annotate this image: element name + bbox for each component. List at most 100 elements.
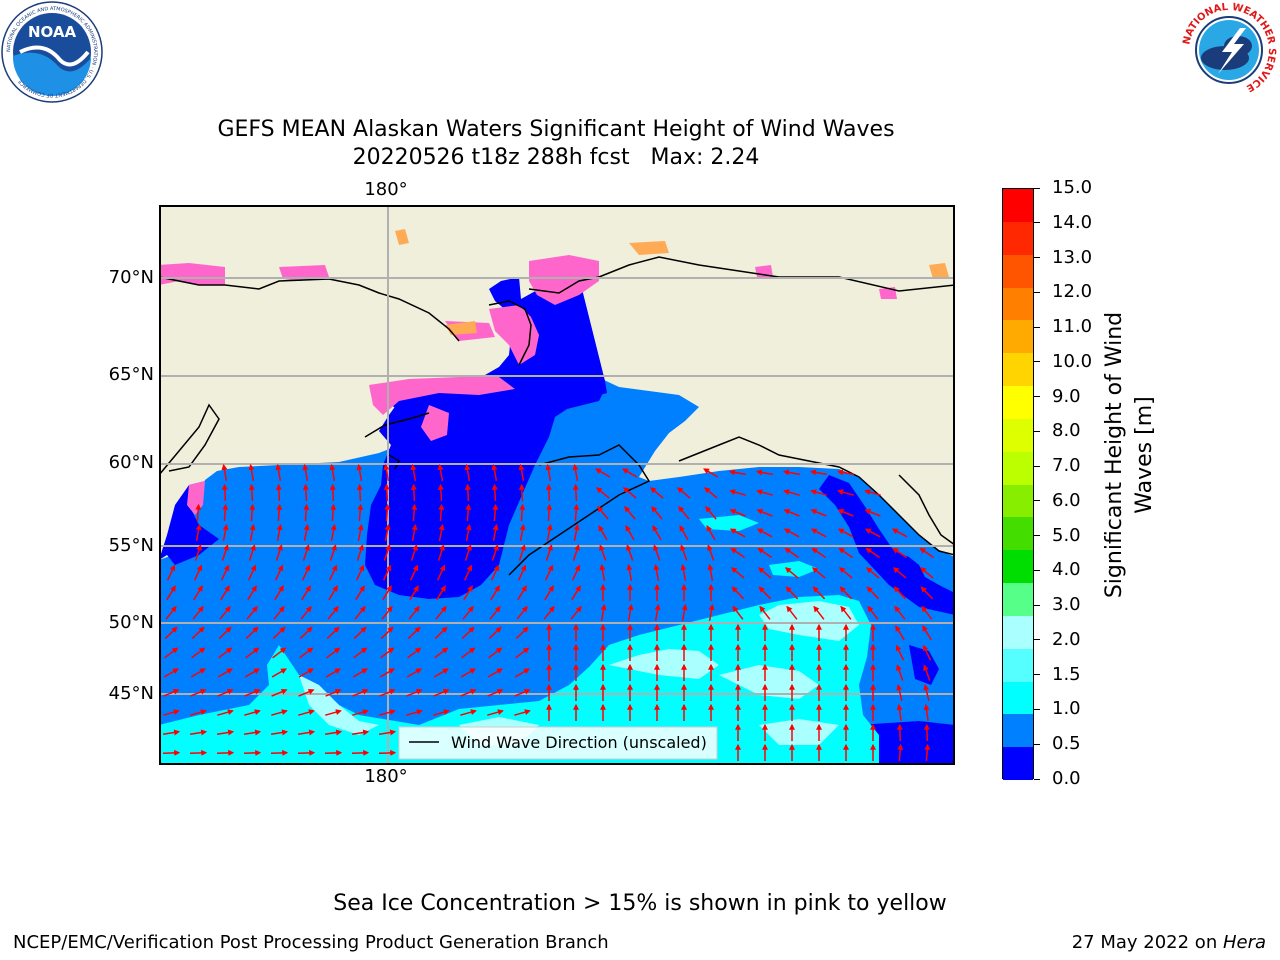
- colorbar-tick-mark: [1034, 569, 1040, 571]
- wave-direction-arrow: [355, 564, 365, 581]
- wave-direction-arrow: [518, 483, 525, 502]
- wave-direction-arrow: [325, 688, 342, 697]
- map-legend: Wind Wave Direction (unscaled): [398, 726, 718, 760]
- wave-direction-arrow: [409, 564, 419, 581]
- colorbar-tick-mark: [1034, 778, 1040, 780]
- lon-label-bottom: 180°: [364, 766, 408, 787]
- wave-direction-arrow: [838, 567, 853, 579]
- wave-direction-arrow: [438, 523, 445, 542]
- wave-direction-arrow: [517, 585, 527, 601]
- wave-direction-arrow: [193, 585, 203, 601]
- wave-direction-arrow: [837, 528, 854, 538]
- colorbar-tick-label: 15.0: [1052, 177, 1093, 198]
- wave-direction-arrow: [217, 688, 234, 697]
- colorbar-tick-label: 10.0: [1052, 350, 1093, 372]
- wave-direction-arrow: [626, 563, 633, 582]
- lat-label-60n: 60°N: [108, 452, 154, 473]
- wave-direction-arrow: [406, 709, 423, 716]
- wave-direction-arrow: [866, 586, 880, 600]
- wave-direction-arrow: [460, 668, 476, 678]
- wave-direction-arrow: [783, 509, 800, 517]
- light-cyan-wave-area: [299, 601, 859, 745]
- wave-direction-arrow: [190, 668, 206, 678]
- wave-direction-arrow: [729, 489, 746, 496]
- wave-direction-arrow: [381, 605, 393, 620]
- wave-direction-arrow: [352, 668, 368, 678]
- wave-direction-arrow: [378, 729, 397, 736]
- colorbar-tick-mark: [1034, 604, 1040, 606]
- wave-direction-arrow: [300, 605, 312, 620]
- wave-direction-arrow: [383, 463, 390, 482]
- wave-direction-arrow: [491, 544, 499, 561]
- wave-direction-arrow: [217, 668, 233, 678]
- wave-direction-arrow: [681, 603, 688, 622]
- wave-direction-arrow: [729, 509, 746, 517]
- wave-direction-arrow: [460, 688, 477, 697]
- lat-label-50n: 50°N: [108, 612, 154, 633]
- wave-direction-arrow: [624, 505, 636, 520]
- wave-direction-arrow: [356, 544, 364, 561]
- wave-direction-arrow: [274, 564, 284, 581]
- wave-direction-arrow: [732, 605, 744, 620]
- wave-direction-arrow: [353, 626, 367, 640]
- wave-direction-arrow: [487, 709, 504, 716]
- wave-direction-arrow: [813, 605, 825, 620]
- wave-direction-arrow: [382, 585, 392, 601]
- wave-direction-arrow: [164, 626, 178, 640]
- wave-direction-arrow: [570, 605, 582, 620]
- wave-direction-arrow: [329, 544, 337, 561]
- colorbar-tick-mark: [1034, 187, 1040, 189]
- wave-direction-arrow: [891, 528, 908, 538]
- wave-direction-arrow: [166, 564, 176, 581]
- wave-direction-arrow: [272, 647, 287, 659]
- wave-direction-arrow: [384, 503, 391, 522]
- wave-direction-arrow: [518, 544, 526, 561]
- wave-direction-arrow: [328, 564, 338, 581]
- lat-label-55n: 55°N: [108, 535, 154, 556]
- wave-direction-arrow: [837, 509, 854, 517]
- wave-direction-arrow: [379, 668, 395, 678]
- colorbar-tick-label: 6.0: [1052, 489, 1081, 511]
- wave-direction-arrow: [460, 709, 477, 716]
- wave-direction-arrow: [599, 563, 606, 582]
- wave-direction-arrow: [275, 463, 282, 482]
- wave-direction-arrow: [756, 509, 773, 517]
- colorbar-tick-label: 11.0: [1052, 316, 1093, 338]
- lat-label-45n: 45°N: [108, 683, 154, 704]
- wave-direction-arrow: [302, 463, 309, 482]
- gulf-deep-area: [819, 475, 954, 615]
- wave-direction-arrow: [194, 544, 202, 561]
- wave-direction-arrow: [922, 625, 932, 641]
- colorbar-tick-mark: [1034, 639, 1040, 641]
- wave-direction-arrow: [244, 688, 261, 697]
- wave-direction-arrow: [892, 547, 908, 559]
- wave-direction-arrow: [270, 729, 289, 736]
- colorbar-segment: [1003, 254, 1033, 288]
- wave-direction-arrow: [220, 585, 230, 601]
- wave-direction-arrow: [864, 489, 881, 496]
- wave-direction-arrow: [653, 544, 661, 561]
- wave-direction-arrow: [329, 483, 336, 502]
- colorbar-tick-mark: [1034, 326, 1040, 328]
- wave-direction-arrow: [708, 603, 715, 622]
- colorbar-segment: [1003, 451, 1033, 485]
- wave-direction-arrow: [162, 749, 181, 756]
- wave-direction-arrow: [728, 469, 747, 476]
- wave-direction-arrow: [163, 709, 180, 716]
- wave-direction-arrow: [275, 544, 283, 561]
- wave-direction-arrow: [356, 463, 363, 482]
- wave-direction-arrow: [519, 503, 526, 522]
- wave-direction-arrow: [221, 544, 229, 561]
- legend-label: Wind Wave Direction (unscaled): [451, 733, 707, 752]
- wave-direction-arrow: [327, 605, 339, 620]
- wave-direction-arrow: [896, 703, 903, 722]
- wave-direction-arrow: [491, 463, 498, 482]
- wave-direction-arrow: [216, 729, 235, 736]
- wave-direction-arrow: [380, 647, 395, 659]
- wave-direction-arrow: [297, 729, 316, 736]
- wave-direction-arrow: [303, 523, 310, 542]
- wave-direction-arrow: [276, 503, 283, 522]
- colorbar-segment: [1003, 287, 1033, 321]
- wave-direction-arrow: [303, 503, 310, 522]
- bering-sea-area: [365, 277, 607, 599]
